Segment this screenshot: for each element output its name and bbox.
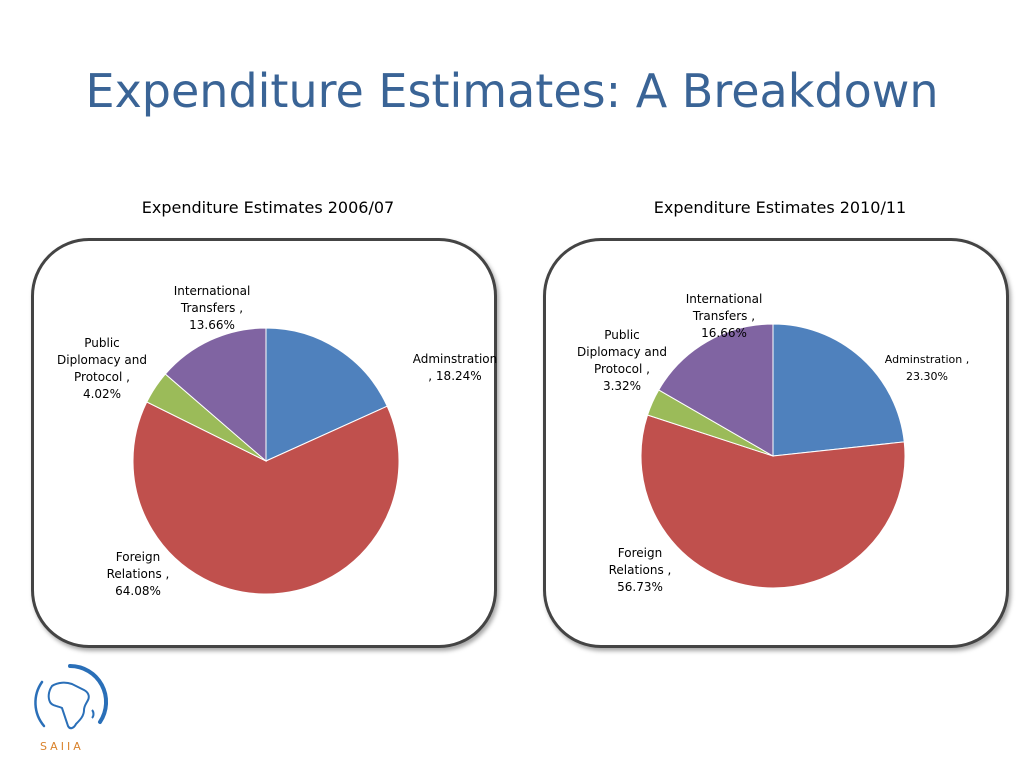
svg-text:SAIIA: SAIIA [40,740,84,753]
pie-slice-administration [265,327,388,462]
slice-label-international-transfers: International Transfers , 16.66% [685,292,763,340]
africa-map-icon: SAIIA [34,663,109,753]
slice-label-foreign-relations: Foreign Relations , 64.08% [106,550,170,598]
pie-chart-2010-11 [640,323,906,589]
slice-label-foreign-relations: Foreign Relations , 56.73% [608,546,672,594]
slice-label-public-diplomacy: Public Diplomacy and Protocol , 3.32% [577,328,667,393]
pie-slice-administration [772,323,905,457]
slice-label-administration: Adminstration , 23.30% [884,353,970,383]
slice-label-international-transfers: International Transfers , 13.66% [173,284,251,332]
chart-frame-2006-07: Adminstration , 18.24% Foreign Relations… [31,238,497,648]
slice-label-public-diplomacy: Public Diplomacy and Protocol , 4.02% [57,336,147,401]
saiia-logo: SAIIA [30,660,112,756]
pie-slice-foreign-relations [132,401,400,595]
chart-frame-2010-11: Adminstration , 23.30% Foreign Relations… [543,238,1009,648]
chart-title-2006-07: Expenditure Estimates 2006/07 [141,198,395,217]
pie-chart-2006-07 [132,327,400,595]
slice-label-administration: Adminstration , 18.24% [412,352,498,383]
pie-slice-foreign-relations [640,414,906,589]
pie-slice-international-transfers [658,323,774,457]
slide-title: Expenditure Estimates: A Breakdown [85,64,939,118]
pie-slice-international-transfers [164,327,267,463]
chart-title-2010-11: Expenditure Estimates 2010/11 [653,198,907,217]
